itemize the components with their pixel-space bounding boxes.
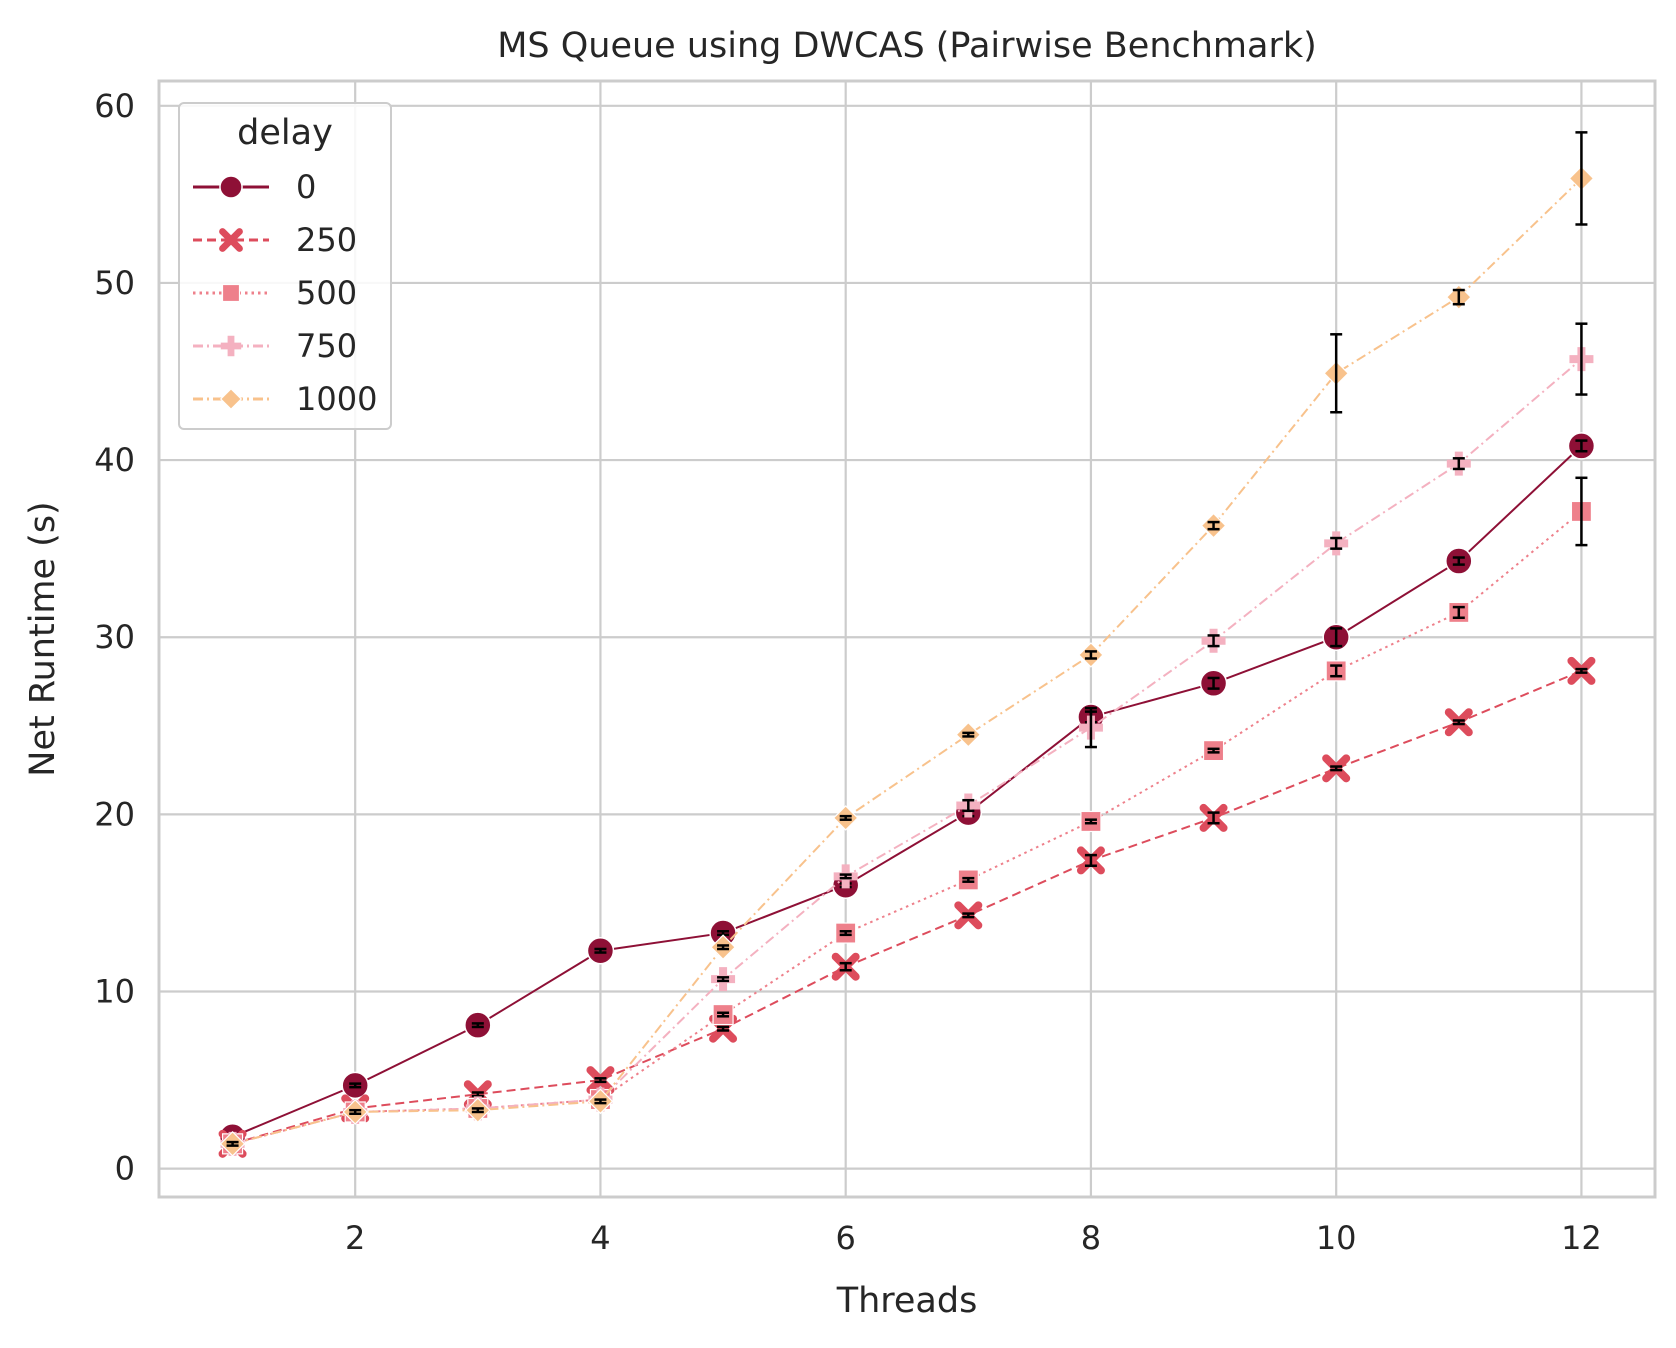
chart-title: MS Queue using DWCAS (Pairwise Benchmark… bbox=[497, 26, 1317, 66]
x-tick-label: 4 bbox=[590, 1219, 610, 1257]
error-bar bbox=[1330, 664, 1343, 678]
error-bar bbox=[1084, 706, 1097, 749]
legend-label: 250 bbox=[296, 221, 357, 259]
error-bar bbox=[1575, 439, 1588, 453]
x-tick-label: 6 bbox=[836, 1219, 856, 1257]
y-tick-label: 10 bbox=[94, 973, 135, 1011]
error-bar bbox=[717, 976, 730, 983]
error-bar bbox=[1207, 520, 1220, 531]
y-tick-label: 50 bbox=[94, 264, 135, 302]
error-bar bbox=[594, 1077, 607, 1084]
series-line bbox=[232, 358, 1583, 1145]
y-tick-label: 40 bbox=[94, 441, 135, 479]
error-bar bbox=[1330, 627, 1343, 648]
y-axis-label: Net Runtime (s) bbox=[23, 501, 63, 776]
error-bar bbox=[1452, 556, 1465, 566]
legend-item-0: 0 bbox=[193, 168, 316, 206]
x-tick-label: 8 bbox=[1081, 1219, 1101, 1257]
error-bar bbox=[349, 1082, 362, 1089]
error-bar bbox=[1330, 765, 1343, 772]
error-bar bbox=[962, 876, 975, 883]
error-bar bbox=[839, 873, 852, 880]
y-tick-label: 60 bbox=[94, 87, 135, 125]
legend: delay 0 250 500 750 1000 bbox=[178, 102, 392, 430]
marker-circle bbox=[219, 175, 243, 199]
error-bar bbox=[1207, 811, 1220, 825]
grid bbox=[159, 81, 1655, 1197]
error-bar bbox=[717, 1011, 730, 1018]
error-bar bbox=[962, 798, 975, 813]
legend-item-250: 250 bbox=[193, 221, 357, 259]
series bbox=[218, 131, 1596, 1158]
x-tick-label: 2 bbox=[345, 1219, 365, 1257]
error-bar bbox=[349, 1108, 362, 1115]
y-tick-label: 30 bbox=[94, 618, 135, 656]
error-bar bbox=[839, 930, 852, 937]
series-1000 bbox=[219, 131, 1595, 1157]
legend-label: 750 bbox=[296, 327, 357, 365]
error-bar bbox=[1575, 476, 1588, 547]
error-bar bbox=[1575, 322, 1588, 396]
error-bar bbox=[717, 1025, 730, 1032]
error-bar bbox=[839, 814, 852, 821]
error-bar bbox=[1084, 650, 1097, 660]
legend-items: 0 250 500 750 1000 bbox=[193, 168, 377, 418]
error-bar bbox=[1207, 747, 1220, 754]
error-bar bbox=[471, 1091, 484, 1098]
x-tick-label: 10 bbox=[1316, 1219, 1357, 1257]
x-axis-label: Threads bbox=[836, 1281, 978, 1321]
error-bar bbox=[1207, 676, 1220, 690]
error-bar bbox=[1452, 719, 1465, 726]
error-bar bbox=[1575, 667, 1588, 674]
axes-background bbox=[157, 79, 1657, 1199]
legend-item-750: 750 bbox=[193, 327, 357, 365]
error-bar bbox=[1207, 634, 1220, 648]
error-bar bbox=[962, 912, 975, 919]
legend-label: 0 bbox=[296, 168, 316, 206]
error-bar bbox=[594, 947, 607, 954]
y-tick-label: 0 bbox=[115, 1150, 135, 1188]
series-line bbox=[232, 669, 1582, 1145]
series-line bbox=[232, 445, 1583, 1138]
error-bar bbox=[962, 731, 975, 738]
error-bar bbox=[1330, 333, 1343, 414]
x-tick-label: 12 bbox=[1561, 1219, 1602, 1257]
y-tick-label: 20 bbox=[94, 795, 135, 833]
error-bar bbox=[1452, 605, 1465, 619]
legend-item-1000: 1000 bbox=[193, 380, 377, 418]
error-bar bbox=[594, 1098, 607, 1105]
error-bar bbox=[471, 1107, 484, 1114]
error-bar bbox=[1084, 853, 1097, 867]
error-bar bbox=[839, 961, 852, 972]
marker-plus bbox=[220, 335, 242, 357]
tick-labels: 0 10 20 30 40 50 60 2 4 6 8 10 12 bbox=[94, 87, 1602, 1257]
error-bar bbox=[1452, 288, 1465, 306]
error-bar bbox=[1330, 536, 1343, 550]
legend-label: 500 bbox=[296, 274, 357, 312]
legend-title: delay bbox=[237, 113, 333, 153]
marker-square bbox=[221, 283, 241, 303]
error-bar bbox=[717, 944, 730, 951]
error-bar bbox=[1452, 457, 1465, 471]
error-bar bbox=[471, 1022, 484, 1029]
error-bar bbox=[1575, 131, 1588, 226]
marker-x bbox=[219, 228, 243, 252]
error-bar bbox=[226, 1140, 239, 1147]
legend-item-500: 500 bbox=[193, 274, 357, 312]
legend-label: 1000 bbox=[296, 380, 377, 418]
series-line bbox=[232, 177, 1583, 1145]
marker-diamond bbox=[219, 387, 243, 411]
error-bar bbox=[1084, 818, 1097, 825]
